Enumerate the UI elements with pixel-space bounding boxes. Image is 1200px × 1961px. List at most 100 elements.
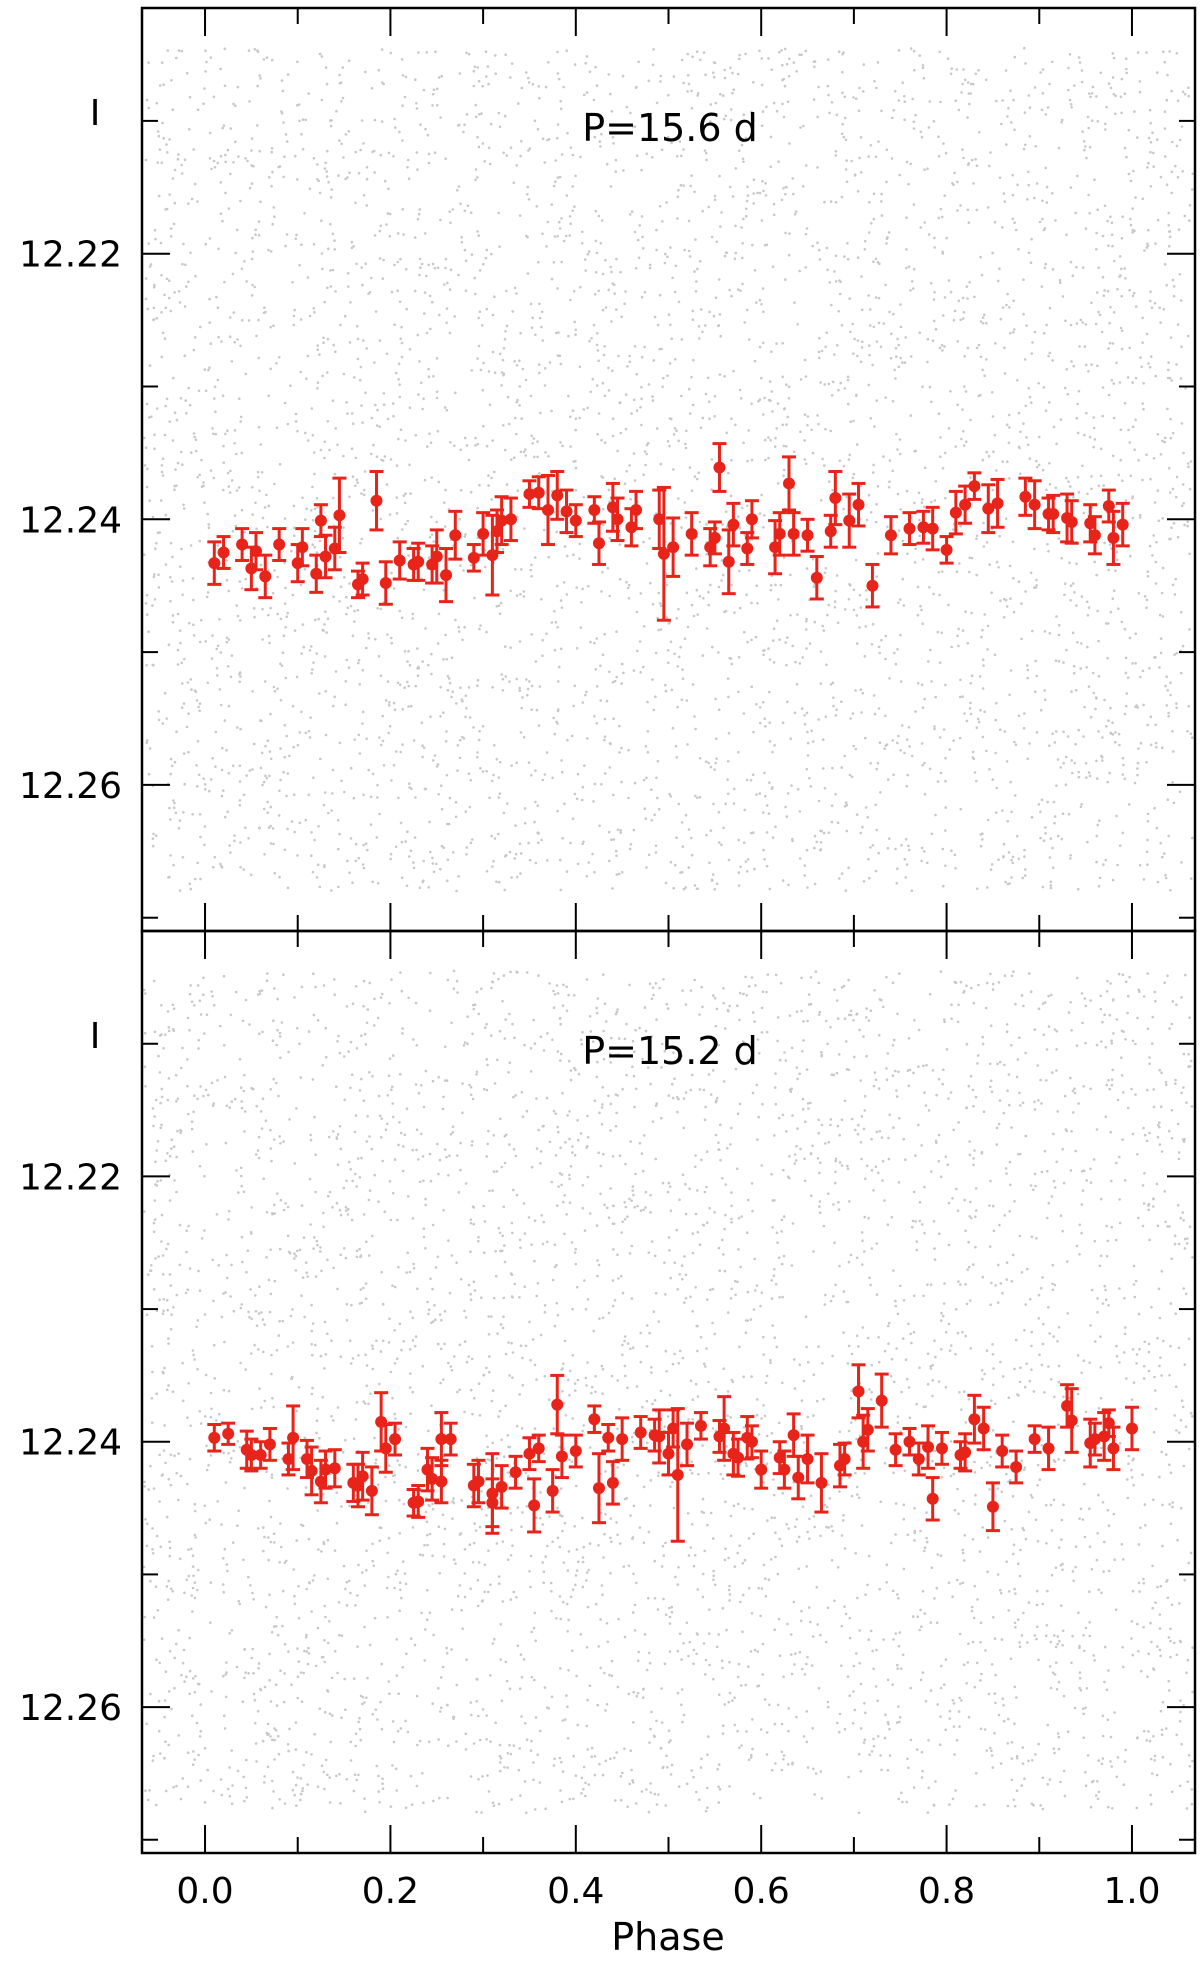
background-point <box>705 760 708 763</box>
background-point <box>845 139 848 142</box>
background-point <box>510 876 513 879</box>
background-point <box>348 130 351 133</box>
background-point <box>932 593 935 596</box>
background-point <box>227 472 230 475</box>
background-point <box>144 1789 147 1792</box>
background-point <box>788 397 791 400</box>
background-point <box>959 808 962 811</box>
background-point <box>383 392 386 395</box>
background-point <box>720 579 723 582</box>
background-point <box>770 390 773 393</box>
background-point <box>1160 1105 1163 1108</box>
background-point <box>363 980 366 983</box>
background-point <box>759 722 762 725</box>
background-point <box>648 854 651 857</box>
background-point <box>651 1403 654 1406</box>
background-point <box>697 92 700 95</box>
background-point <box>557 72 560 75</box>
background-point <box>458 630 461 633</box>
background-point <box>504 889 507 892</box>
background-point <box>783 407 786 410</box>
background-point <box>900 844 903 847</box>
background-point <box>689 466 692 469</box>
background-point <box>977 718 980 721</box>
background-point <box>1044 630 1047 633</box>
background-point <box>195 764 198 767</box>
background-point <box>894 848 897 851</box>
background-point <box>214 1377 217 1380</box>
background-point <box>563 1194 566 1197</box>
background-point <box>530 633 533 636</box>
background-point <box>343 373 346 376</box>
y-axis-label: I <box>90 93 101 134</box>
background-point <box>856 355 859 358</box>
background-point <box>696 94 699 97</box>
background-point <box>1130 224 1133 227</box>
data-point <box>941 544 953 556</box>
background-point <box>859 688 862 691</box>
background-point <box>1114 731 1117 734</box>
data-point <box>727 519 739 531</box>
background-point <box>1157 881 1160 884</box>
background-point <box>702 1573 705 1576</box>
background-point <box>1036 731 1039 734</box>
background-point <box>575 586 578 589</box>
background-point <box>1004 200 1007 203</box>
background-point <box>153 575 156 578</box>
background-point <box>730 584 733 587</box>
background-point <box>1128 289 1131 292</box>
background-point <box>915 1403 918 1406</box>
background-point <box>641 215 644 218</box>
background-point <box>537 804 540 807</box>
background-point <box>878 262 881 265</box>
background-point <box>446 879 449 882</box>
background-point <box>502 359 505 362</box>
background-point <box>588 250 591 253</box>
background-point <box>744 53 747 56</box>
background-point <box>969 702 972 705</box>
background-point <box>1075 266 1078 269</box>
background-point <box>493 744 496 747</box>
background-point <box>195 450 198 453</box>
data-point <box>486 549 498 561</box>
background-point <box>847 376 850 379</box>
background-point <box>514 824 517 827</box>
background-point <box>396 537 399 540</box>
background-point <box>169 854 172 857</box>
background-point <box>152 845 155 848</box>
background-point <box>585 691 588 694</box>
background-point <box>193 349 196 352</box>
background-point <box>241 452 244 455</box>
background-point <box>688 250 691 253</box>
background-point <box>188 622 191 625</box>
background-point <box>561 445 564 448</box>
background-point <box>1030 238 1033 241</box>
background-point <box>1043 689 1046 692</box>
background-point <box>424 232 427 235</box>
background-point <box>226 641 229 644</box>
background-point <box>676 706 679 709</box>
background-point <box>1114 95 1117 98</box>
background-point <box>334 350 337 353</box>
background-point <box>608 73 611 76</box>
background-point <box>1047 355 1050 358</box>
background-point <box>968 162 971 165</box>
background-point <box>1043 332 1046 335</box>
background-point <box>1121 773 1124 776</box>
background-point <box>286 233 289 236</box>
background-point <box>316 551 319 554</box>
background-point <box>1110 611 1113 614</box>
background-point <box>164 208 167 211</box>
background-point <box>827 58 830 61</box>
background-point <box>406 885 409 888</box>
background-point <box>560 759 563 762</box>
data-point <box>1107 532 1119 544</box>
background-point <box>145 602 148 605</box>
background-point <box>896 882 899 885</box>
background-point <box>864 737 867 740</box>
background-point <box>565 49 568 52</box>
background-point <box>969 557 972 560</box>
background-point <box>1012 218 1015 221</box>
background-point <box>1142 408 1145 411</box>
